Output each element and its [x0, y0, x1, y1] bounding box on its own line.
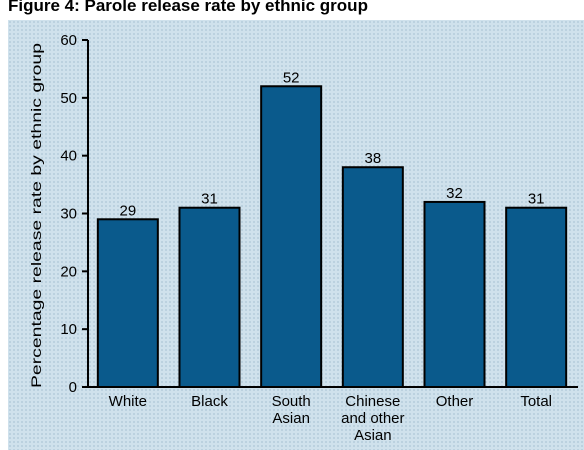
- data-label: 38: [364, 150, 381, 167]
- x-tick-label: Asian: [354, 427, 392, 444]
- data-label: 31: [201, 191, 218, 208]
- bar: [260, 85, 323, 389]
- x-tick-label: Total: [520, 393, 552, 410]
- x-tick-label: Chinese: [345, 393, 400, 410]
- x-tick-label: Asian: [272, 410, 310, 427]
- x-tick-label: Other: [436, 393, 474, 410]
- bar: [178, 206, 241, 388]
- data-label: 32: [446, 185, 463, 202]
- y-tick-label: 60: [60, 32, 77, 49]
- chart-title: Figure 4: Parole release rate by ethnic …: [8, 0, 368, 15]
- data-label: 31: [528, 191, 545, 208]
- data-label: 52: [283, 69, 300, 86]
- y-tick-label: 10: [60, 321, 77, 338]
- y-tick-label: 30: [60, 206, 77, 223]
- y-tick-label: 40: [60, 148, 77, 165]
- y-tick-label: 20: [60, 263, 77, 280]
- bar: [505, 206, 568, 388]
- x-tick-label: Black: [191, 393, 228, 410]
- y-tick-label: 0: [69, 379, 77, 396]
- data-label: 29: [119, 202, 136, 219]
- x-tick-label: South: [272, 393, 311, 410]
- x-tick-label: and other: [341, 410, 404, 427]
- bar: [341, 166, 404, 388]
- y-tick-label: 50: [60, 90, 77, 107]
- bar: [96, 218, 159, 388]
- y-axis-label: Percentage release rate by ethnic group: [28, 43, 44, 388]
- bar: [423, 200, 486, 388]
- x-tick-label: White: [109, 393, 147, 410]
